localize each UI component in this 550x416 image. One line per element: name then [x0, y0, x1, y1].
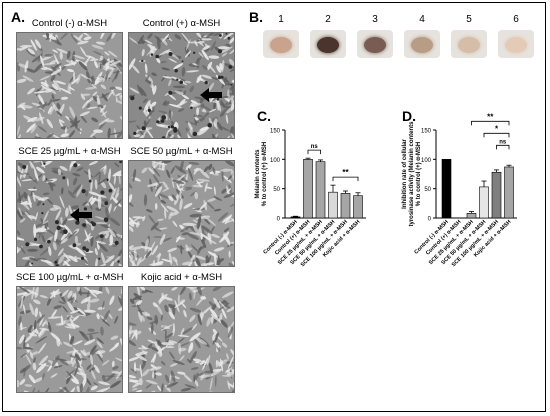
chart-d-bar-3: [479, 186, 489, 219]
chart-c-ytick-label-1: 50: [273, 187, 280, 193]
chart-d-ylabel-line-0: Inhibition rate of cellular: [402, 139, 408, 209]
micrograph-control-neg: [16, 32, 123, 139]
chart-d-bar-5: [504, 166, 514, 219]
chart-d-ytick-label-3: 150: [421, 129, 432, 135]
chart-c-bar-5: [353, 195, 363, 219]
chart-c-sig-bracket-0: [307, 149, 321, 155]
chart-c-ylabel-line-1: % to control (+) α-MSH: [262, 142, 268, 207]
tube-label-6: 6: [513, 14, 519, 25]
tube-label-5: 5: [466, 14, 472, 25]
panel-c-letter: C.: [257, 108, 271, 124]
chart-c-bar-2: [315, 161, 326, 219]
chart-c-sig-label-1: **: [342, 168, 349, 177]
panel-d-letter: D.: [402, 108, 416, 124]
chart-c-ylabel-line-0: Melanin contents: [255, 149, 261, 199]
caption-kojic: Kojic acid + α-MSH: [140, 272, 223, 283]
panel-b-letter: B.: [249, 9, 263, 25]
tube-sample-3: [357, 30, 393, 58]
chart-d-sig-bracket-1: [483, 132, 510, 138]
chart-c-bar-3: [328, 191, 338, 219]
chart-d-ytick-label-2: 100: [421, 158, 432, 164]
chart-d-sig-label-0: **: [487, 112, 494, 121]
micrograph-sce100: [16, 286, 123, 393]
chart-d-sig-label-1: *: [495, 124, 499, 133]
chart-d-ylabel-line-1: tyrosinase activity (Melanin contents: [409, 121, 415, 227]
caption-sce25: SCE 25 µg/mL + α-MSH: [18, 146, 121, 157]
micrograph-sce25: [16, 160, 123, 267]
tube-sample-1: [263, 30, 299, 58]
chart-c-ytick-label-2: 100: [270, 158, 281, 164]
tube-label-2: 2: [325, 14, 331, 25]
chart-c-bar-4: [340, 193, 351, 219]
chart-d-ylabel-line-2: % to control (+) α-MSH: [416, 142, 422, 207]
tube-sample-2: [310, 30, 346, 58]
chart-c-bar-0: [290, 216, 301, 219]
tube-label-1: 1: [278, 14, 284, 25]
chart-d-sig-bracket-2: [496, 144, 510, 150]
micrograph-sce50: [128, 160, 235, 267]
chart-c-ytick-label-3: 150: [270, 129, 281, 135]
caption-control-neg: Control (-) α-MSH: [31, 18, 108, 29]
caption-sce50: SCE 50 µg/mL + α-MSH: [130, 146, 233, 157]
micrograph-control-pos: [128, 32, 235, 139]
caption-sce100: SCE 100 µg/mL + α-MSH: [16, 272, 124, 283]
chart-d-bar-4: [491, 171, 502, 219]
panel-a-letter: A.: [11, 9, 25, 25]
tube-sample-4: [404, 30, 440, 58]
chart-d: 0 50 100 150 Inhibition rate of cellular tyro…: [402, 112, 517, 268]
arrow-left-icon-2: [70, 208, 92, 222]
chart-c-ytick-label-0: 0: [277, 217, 281, 223]
micrograph-kojic: [128, 286, 235, 393]
chart-d-ytick-label-0: 0: [428, 217, 432, 223]
chart-d-sig-bracket-0: [471, 120, 510, 126]
tube-sample-5: [451, 30, 487, 58]
chart-c-sig-bracket-1: [332, 176, 359, 182]
chart-d-sig-label-2: ns: [499, 139, 507, 145]
chart-c-bar-1: [303, 159, 313, 219]
chart-d-bar-0: [441, 159, 452, 219]
chart-d-ytick-label-1: 50: [424, 187, 431, 193]
chart-d-bar-2: [466, 213, 477, 219]
chart-c: 0 50 100 150 Melanin contents% to control (+…: [255, 129, 366, 268]
tube-label-3: 3: [372, 14, 378, 25]
arrow-left-icon: [200, 88, 222, 102]
tube-label-4: 4: [419, 14, 425, 25]
caption-control-pos: Control (+) α-MSH: [142, 18, 221, 29]
tube-sample-6: [498, 30, 534, 58]
chart-c-sig-label-0: ns: [311, 144, 319, 150]
